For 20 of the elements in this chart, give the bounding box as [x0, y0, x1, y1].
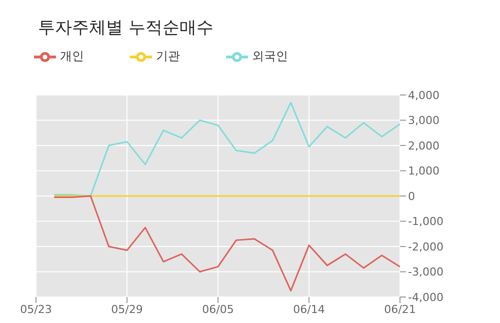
legend-label: 기관 — [156, 49, 180, 64]
x-tick-label: 05/23 — [20, 302, 52, 316]
chart-title: 투자주체별 누적순매수 — [38, 17, 214, 39]
line-series — [53, 195, 400, 292]
y-tick-label: 3,000 — [408, 114, 440, 128]
legend-label: 외국인 — [252, 49, 288, 64]
x-tick-label: 06/21 — [384, 302, 416, 316]
x-tick-label: 06/05 — [202, 302, 234, 316]
y-tick-label: -1,000 — [408, 215, 444, 228]
y-tick-label: 4,000 — [408, 88, 440, 102]
line-series — [53, 102, 400, 197]
legend-label: 개인 — [60, 49, 84, 64]
y-tick-label: -4,000 — [408, 290, 444, 304]
y-tick-label: -3,000 — [408, 266, 444, 279]
y-tick-label: 2,000 — [408, 139, 440, 152]
y-tick-label: -2,000 — [408, 240, 444, 254]
y-tick-label: 0 — [408, 190, 415, 203]
x-tick-label: 05/29 — [111, 302, 143, 316]
x-tick-label: 06/14 — [293, 302, 325, 316]
y-tick-label: 1,000 — [408, 164, 440, 178]
